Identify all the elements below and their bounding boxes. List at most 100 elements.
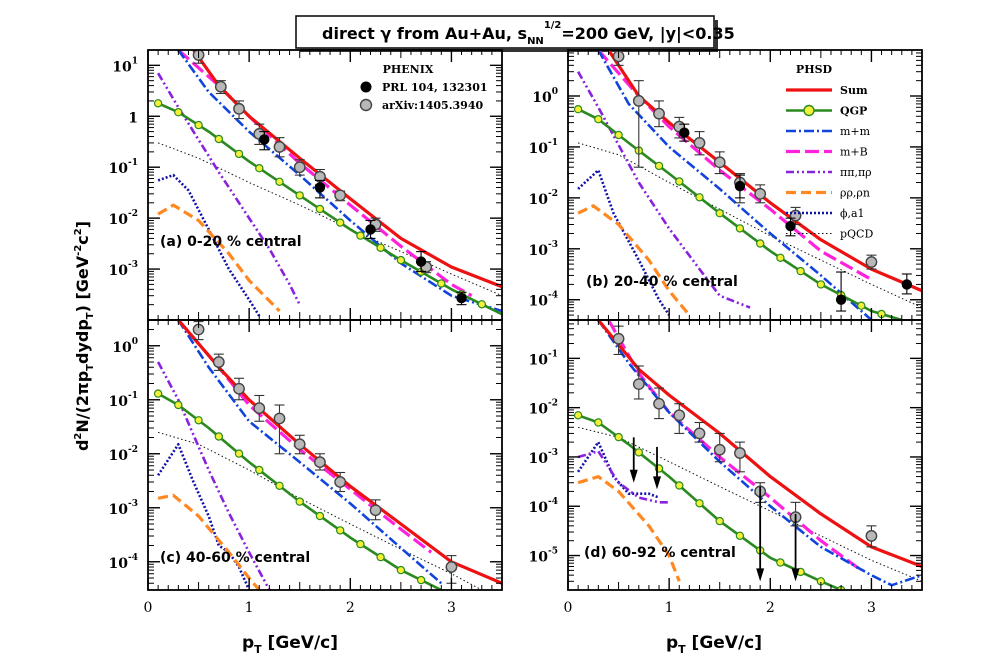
y-tick-label: 10-2 <box>529 399 558 418</box>
series-rhorho <box>577 475 681 582</box>
y-tick-label: 10-2 <box>109 445 138 464</box>
x-tick-label: 2 <box>346 600 355 616</box>
upper-limit-arrow <box>756 568 765 582</box>
arxiv-point <box>253 402 266 415</box>
arxiv-point <box>693 136 706 149</box>
qgp-marker <box>214 432 223 441</box>
x-tick-label: 2 <box>766 600 775 616</box>
arxiv-point <box>214 80 227 93</box>
y-tick-label: 10-1 <box>109 158 138 177</box>
prl-point <box>785 220 796 232</box>
qgp-marker <box>594 418 603 427</box>
legend-label-pqcd: pQCD <box>840 228 873 241</box>
arxiv-point <box>369 504 382 517</box>
qgp-marker <box>396 255 406 265</box>
upper-limit-arrow <box>791 568 800 582</box>
series-qgp <box>577 414 842 590</box>
panel-b: 10-4 10-3 10-2 10-1 100 (b) 20-40 % central <box>529 49 923 321</box>
qgp-marker <box>376 243 385 252</box>
arxiv-point <box>293 438 306 451</box>
panel-label: (c) 40-60 % central <box>160 550 310 566</box>
qgp-marker <box>816 280 826 289</box>
prl-point <box>734 180 746 192</box>
legend-phenix-label: arXiv:1405.3940 <box>382 99 483 112</box>
qgp-marker <box>675 177 684 186</box>
title-sup: 1/2 <box>544 20 562 31</box>
series-phi <box>577 440 660 499</box>
x-tick-label: 0 <box>564 600 573 616</box>
series-pqcd <box>577 142 922 309</box>
qgp-marker <box>194 416 203 425</box>
y-axis-label: d2N/(2πpTdydpT) [GeV-2c2] <box>73 221 96 451</box>
series-pqcd <box>157 142 502 297</box>
arxiv-point <box>212 356 225 368</box>
arxiv-point <box>445 561 458 573</box>
qgp-marker <box>715 208 724 218</box>
qgp-marker <box>776 253 785 262</box>
panel-a: 10-3 10-2 10-1 1 101 (a) 0-20 % central <box>109 49 503 321</box>
arxiv-point <box>713 156 726 169</box>
qgp-marker <box>573 104 583 114</box>
y-tick-label: 100 <box>532 87 558 106</box>
arxiv-point <box>754 187 767 200</box>
series-rhorho <box>577 204 691 317</box>
x-tick-label: 3 <box>867 600 876 616</box>
arxiv-point <box>293 161 306 174</box>
qgp-marker <box>715 516 724 526</box>
qgp-marker <box>756 239 765 248</box>
y-tick-label: 10-2 <box>529 189 558 208</box>
y-tick-label: 10-3 <box>109 499 138 518</box>
series-qgp <box>157 102 502 316</box>
qgp-marker <box>376 552 385 562</box>
y-tick-label: 10-4 <box>529 497 558 516</box>
figure-title: direct γ from Au+Au, sNN1/2=200 GeV, |y|… <box>322 20 735 47</box>
qgp-marker <box>214 134 223 144</box>
qgp-marker <box>796 266 805 276</box>
plot-area <box>573 320 922 590</box>
legend-qgp-marker <box>803 104 815 117</box>
series-phi <box>577 168 671 316</box>
arxiv-point <box>713 443 726 456</box>
legend-phenix: PHENIX PRL 104, 132301 arXiv:1405.3940 <box>359 63 488 112</box>
panel-label: (b) 20-40 % central <box>586 274 738 290</box>
qgp-marker <box>174 400 183 410</box>
qgp-marker <box>396 565 406 575</box>
legend-prl-marker <box>360 81 372 93</box>
y-tick-label: 100 <box>112 337 138 356</box>
panel-frame <box>147 319 503 591</box>
prl-point <box>365 224 376 235</box>
series-pipi <box>156 361 271 590</box>
qgp-marker <box>295 497 304 506</box>
qgp-marker <box>695 499 704 508</box>
arxiv-point <box>334 189 347 202</box>
legend-phenix-header: PHENIX <box>383 63 434 76</box>
y-tick-label: 101 <box>112 56 138 75</box>
arxiv-point <box>334 476 347 488</box>
qgp-marker <box>857 301 866 310</box>
qgp-marker <box>416 575 426 585</box>
qgp-marker <box>735 224 745 233</box>
prl-point <box>259 134 270 145</box>
y-tick-label: 10-3 <box>529 448 558 467</box>
series-sum <box>177 320 502 585</box>
qgp-marker <box>356 539 365 549</box>
title-tail: =200 GeV, |y|<0.35 <box>561 24 734 44</box>
upper-limit-arrow <box>629 469 638 483</box>
qgp-marker <box>234 149 244 159</box>
series-rhorho <box>157 203 281 313</box>
y-tick-label: 10-5 <box>529 547 558 566</box>
series-mm <box>177 50 502 313</box>
y-tick-label: 10-1 <box>529 138 558 157</box>
panel-d: 10-5 10-4 10-3 10-2 10-1 0 1 2 3 (d) 60-92 % cent… <box>529 319 923 616</box>
prl-point <box>456 292 467 304</box>
panel-c: 10-4 10-3 10-2 10-1 100 0 1 2 3 (c) 40-60 % centr… <box>109 319 503 616</box>
arxiv-point <box>233 382 245 395</box>
panel-label: (d) 60-92 % central <box>584 545 736 561</box>
arxiv-point <box>273 412 286 425</box>
y-tick-label: 10-1 <box>529 349 558 368</box>
x-tick-label: 0 <box>144 600 153 616</box>
legends: PHENIX PRL 104, 132301 arXiv:1405.3940 PHSD… <box>359 63 873 241</box>
y-tick-label: 1 <box>128 110 138 126</box>
arxiv-point <box>865 256 878 268</box>
